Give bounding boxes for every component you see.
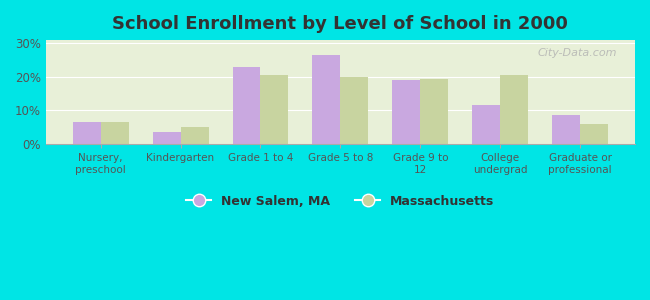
Bar (473, 105, 501, 144)
Bar (181, 127, 209, 144)
Bar (580, 124, 608, 144)
Legend: New Salem, MA, Massachusetts: New Salem, MA, Massachusetts (181, 190, 500, 213)
Text: City-Data.com: City-Data.com (538, 48, 618, 59)
Bar (153, 132, 181, 144)
Bar (393, 80, 421, 144)
Title: School Enrollment by Level of School in 2000: School Enrollment by Level of School in … (112, 15, 568, 33)
Bar (421, 79, 448, 144)
Bar (73, 122, 101, 144)
Bar (341, 77, 369, 144)
Bar (552, 116, 580, 144)
Bar (313, 55, 341, 144)
Bar (500, 75, 528, 144)
Bar (261, 75, 289, 144)
Bar (101, 122, 129, 144)
Bar (233, 67, 261, 144)
